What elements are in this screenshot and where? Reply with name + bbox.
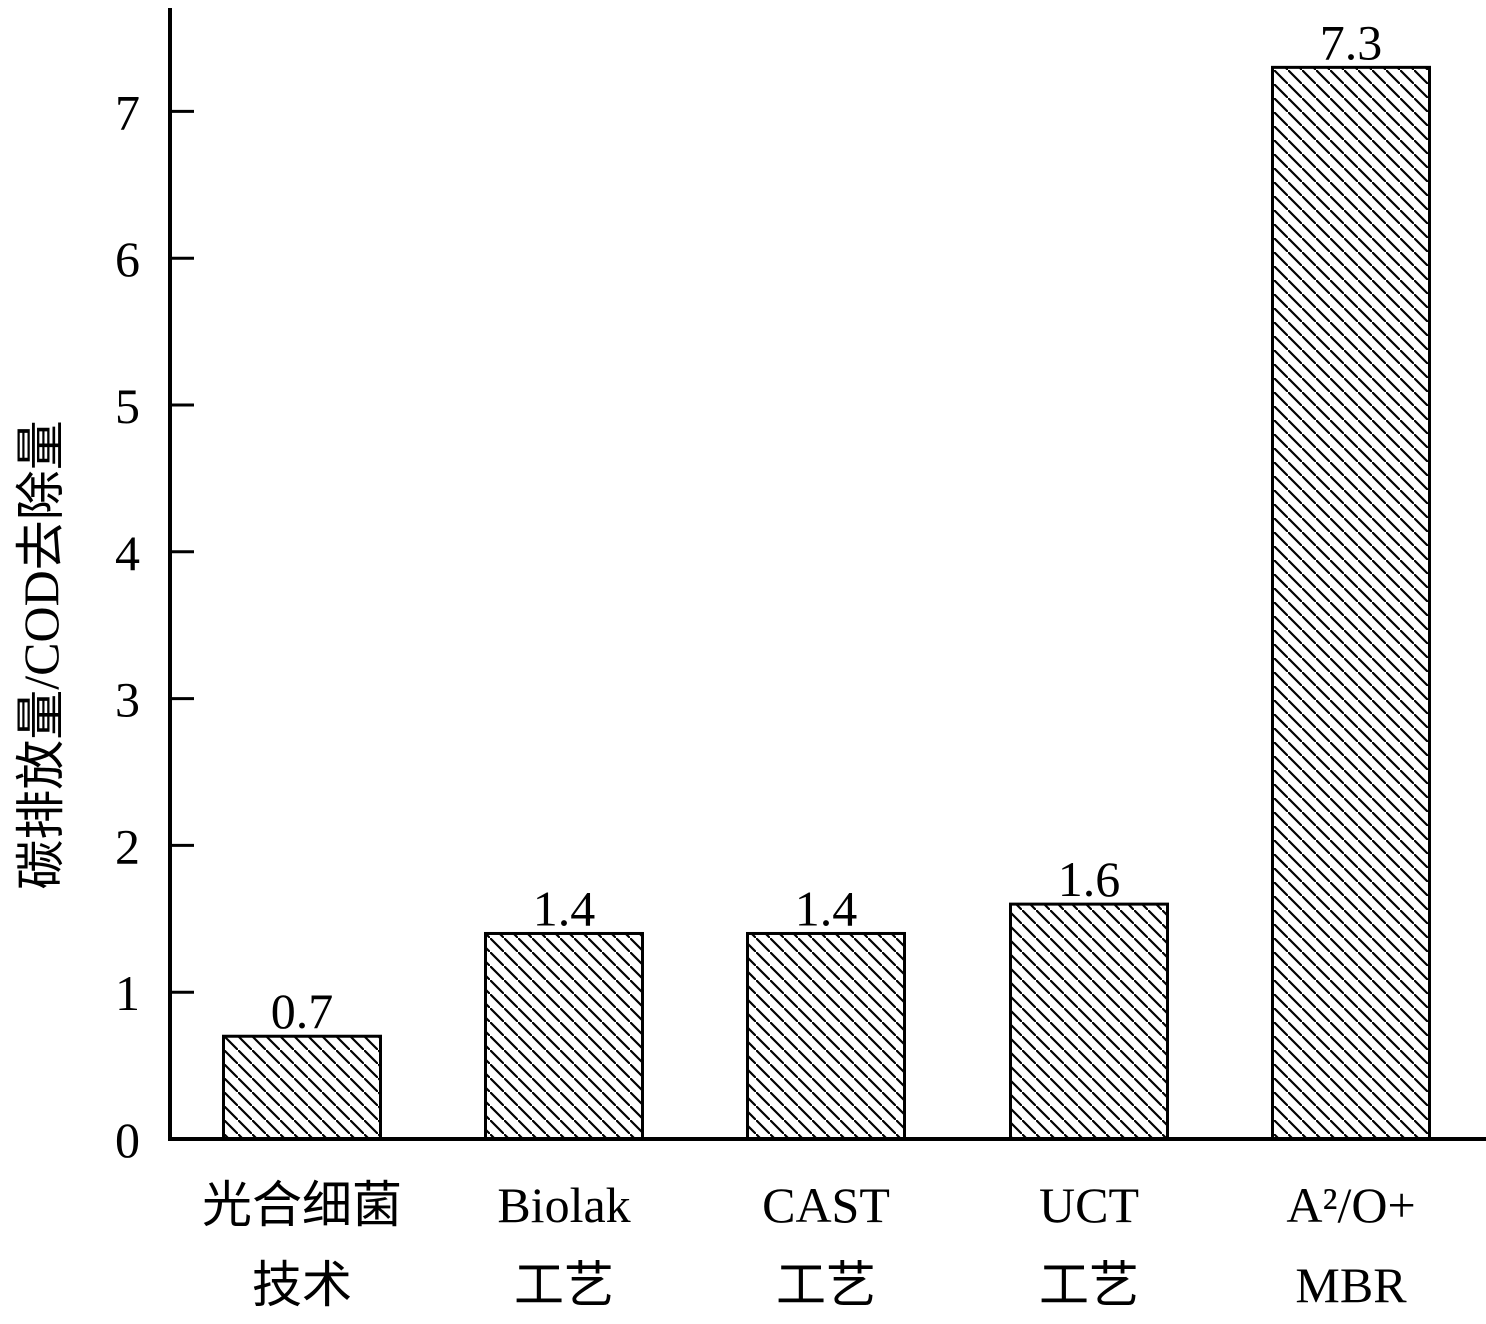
y-tick-label: 3 — [115, 672, 140, 728]
bar — [1009, 902, 1169, 1141]
category-label-line1: 光合细菌 — [202, 1177, 402, 1233]
bar-value-label: 7.3 — [1320, 14, 1383, 70]
bar — [484, 931, 644, 1141]
y-axis-ticks: 0 1 2 3 4 5 6 7 — [115, 84, 194, 1168]
y-tick-label: 7 — [115, 84, 140, 140]
category-label-line2: MBR — [1295, 1257, 1407, 1313]
category-label-line2: 工艺 — [776, 1257, 876, 1313]
bar — [1271, 65, 1431, 1141]
category-label-line1: CAST — [762, 1177, 890, 1233]
y-axis-title: 碳排放量/COD去除量 — [13, 420, 69, 889]
y-tick-label: 6 — [115, 231, 140, 287]
bar-value-label: 1.4 — [533, 880, 596, 936]
y-tick-label: 1 — [115, 965, 140, 1021]
category-label-line2: 技术 — [252, 1257, 352, 1313]
bar — [222, 1034, 382, 1141]
y-tick-label: 5 — [115, 378, 140, 434]
category-label-line2: 工艺 — [1039, 1257, 1139, 1313]
bar-series — [222, 65, 1431, 1141]
data-labels: 0.7 1.4 1.4 1.6 7.3 — [271, 14, 1383, 1039]
bar — [746, 931, 906, 1141]
category-label-line2: 工艺 — [514, 1257, 614, 1313]
category-label-line1: A²/O+ — [1286, 1177, 1415, 1233]
category-label-line1: Biolak — [497, 1177, 630, 1233]
bar-value-label: 0.7 — [271, 983, 334, 1039]
y-tick-label: 4 — [115, 525, 140, 581]
y-tick-label: 2 — [115, 818, 140, 874]
y-tick-label: 0 — [115, 1112, 140, 1168]
bar-value-label: 1.4 — [795, 880, 858, 936]
bar-value-label: 1.6 — [1058, 851, 1121, 907]
category-label-line1: UCT — [1039, 1177, 1139, 1233]
